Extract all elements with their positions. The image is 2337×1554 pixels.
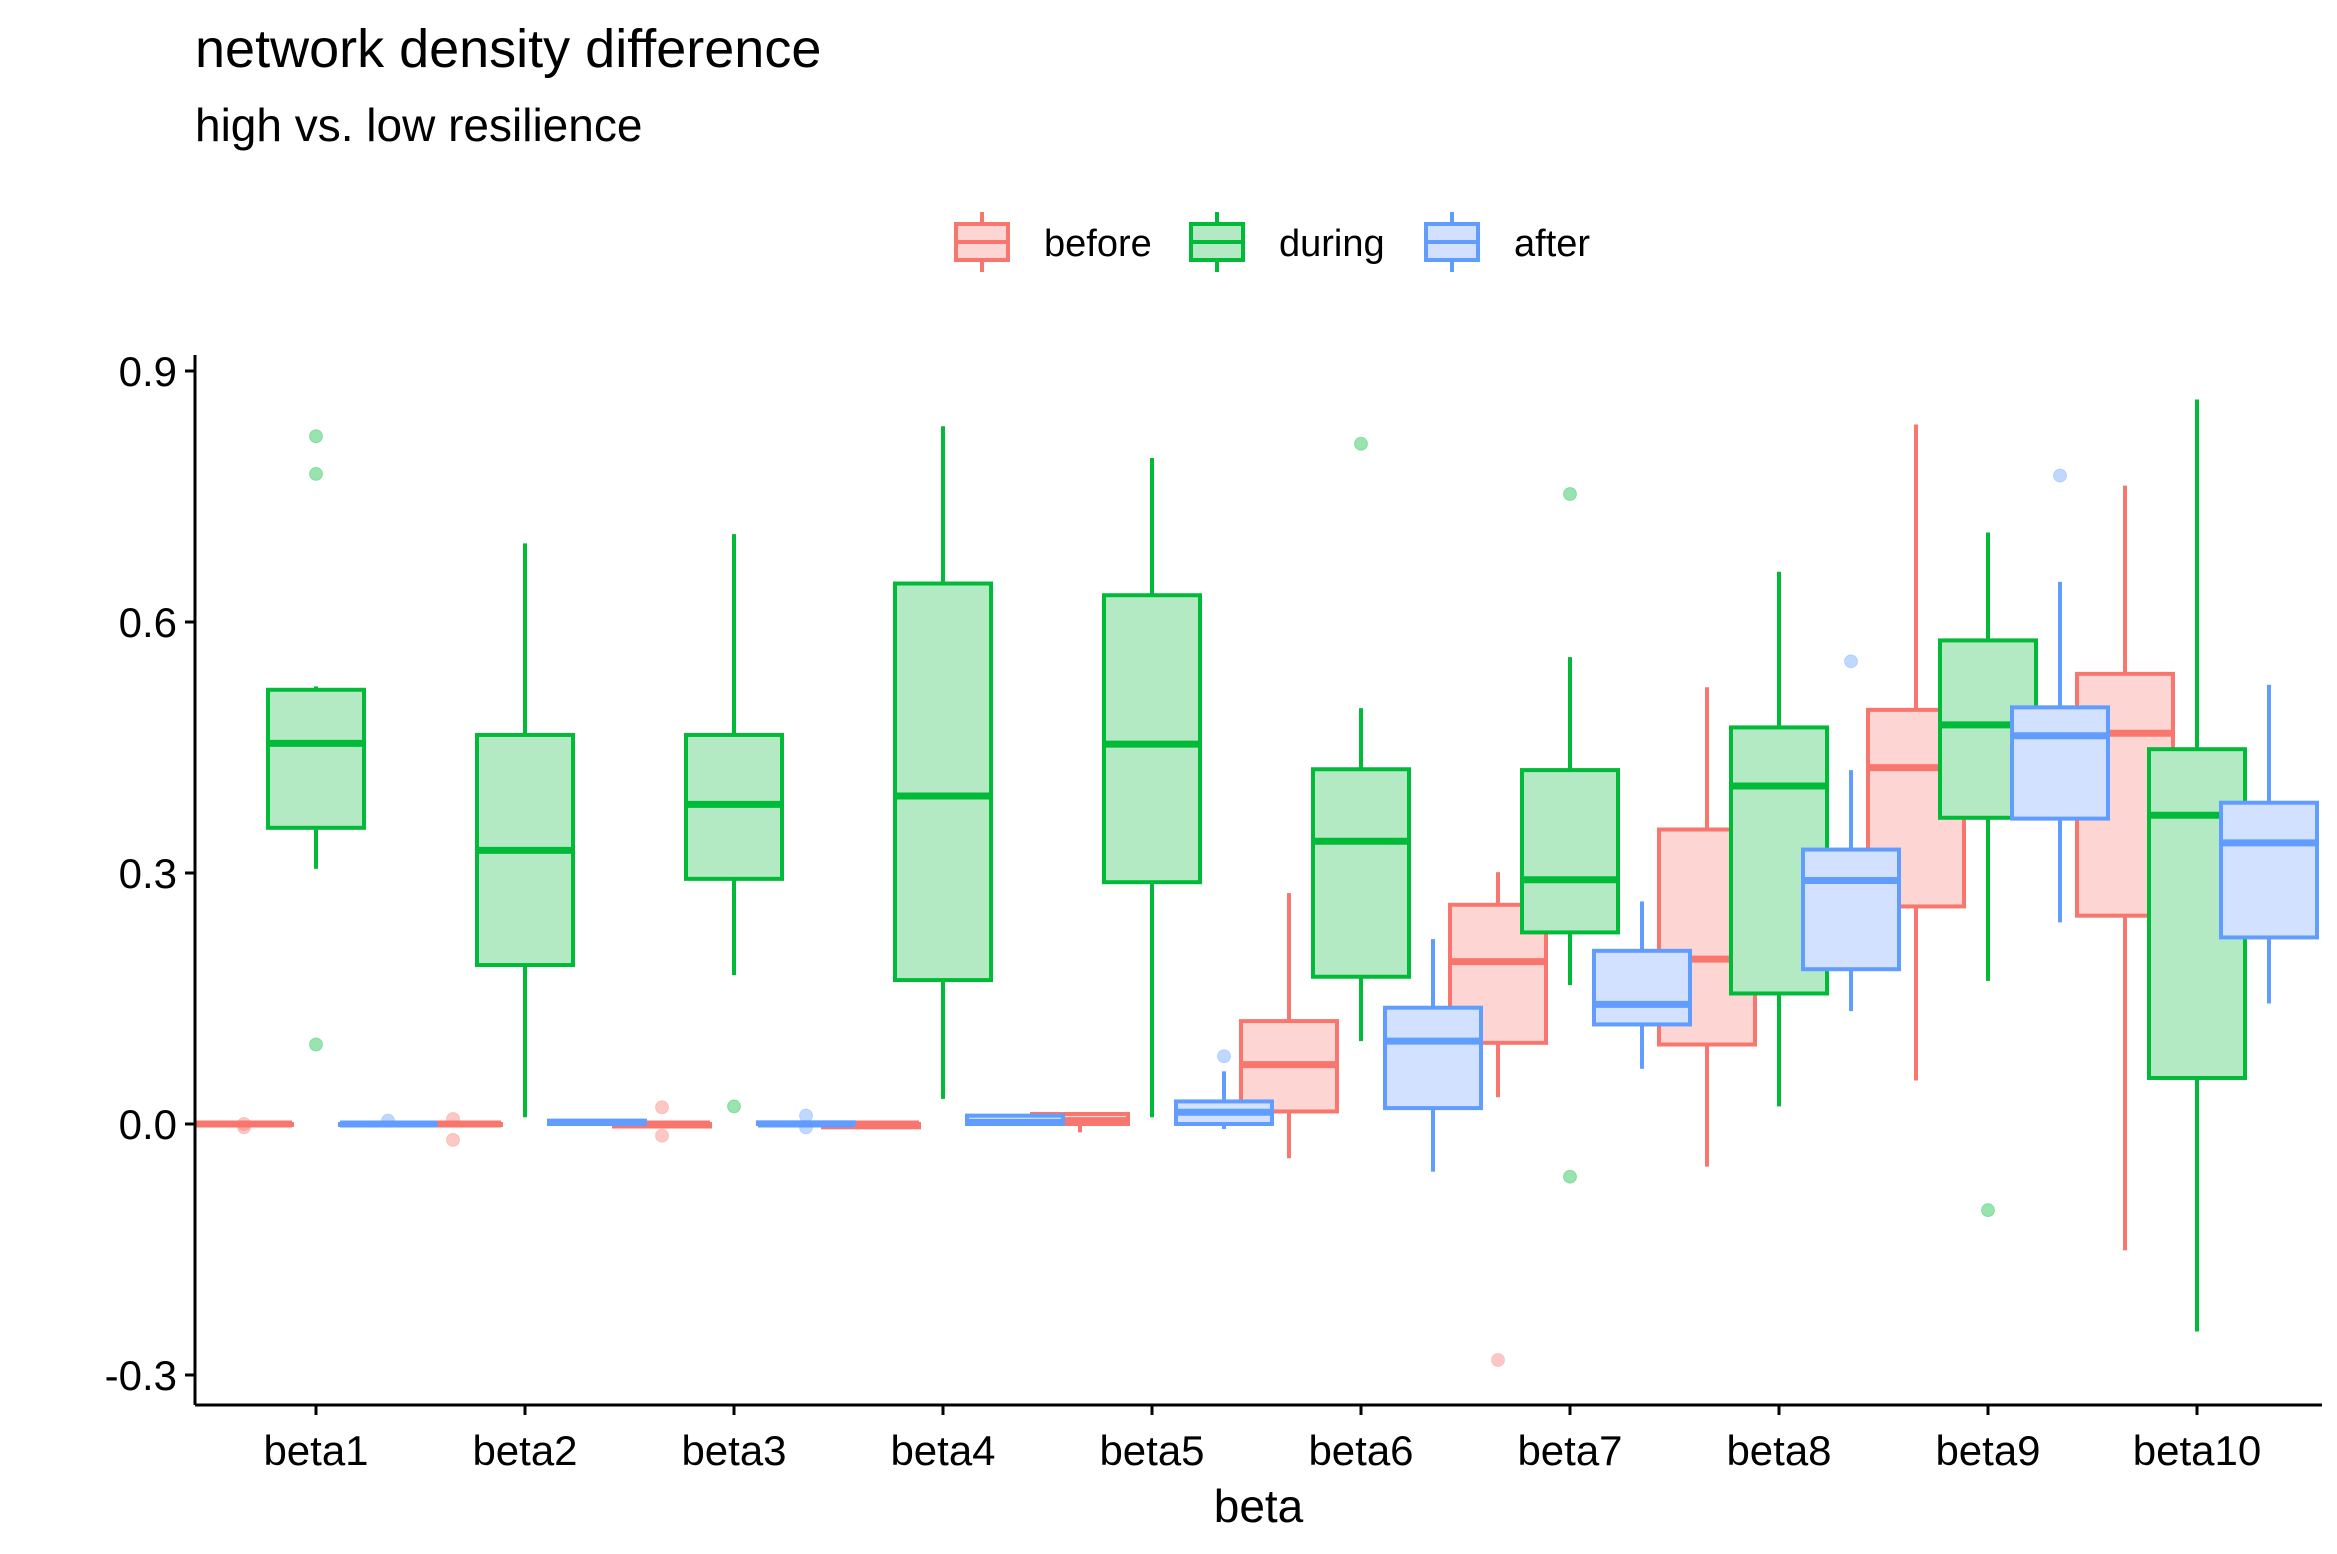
plot-area [194,399,2319,1367]
outlier-point [309,466,323,481]
box-iqr [1801,847,1901,972]
box-iqr [1311,767,1411,979]
x-tick-label: beta9 [1935,1427,2040,1474]
box-iqr [2010,705,2110,821]
outlier-point [1981,1203,1995,1218]
box-iqr [1592,948,1692,1027]
box-iqr [266,687,366,830]
box-after-beta3 [756,1108,856,1135]
y-tick-label: 0.3 [119,850,177,897]
outlier-point [1491,1352,1505,1367]
box-before-beta1 [194,1117,294,1135]
box-after-beta9 [2010,468,2110,923]
box-during-beta7 [1520,486,1620,1184]
box-after-beta6 [1383,939,1483,1172]
x-tick-label: beta8 [1726,1427,1831,1474]
legend-label: during [1279,223,1385,265]
y-tick-label: 0.0 [119,1101,177,1148]
outlier-point [1563,1169,1577,1184]
outlier-point [1563,486,1577,501]
outlier-point [655,1128,669,1143]
x-axis-title: beta [1214,1480,1304,1532]
outlier-point [2053,468,2067,483]
x-tick-label: beta6 [1308,1427,1413,1474]
box-during-beta1 [266,429,366,1052]
x-tick-label: beta4 [890,1427,995,1474]
legend: before during after [954,212,1590,272]
box-iqr [1383,1005,1483,1111]
chart-subtitle: high vs. low resilience [195,99,643,151]
outlier-point [799,1108,813,1123]
legend-item-before: before [954,212,1152,272]
outlier-point [381,1113,395,1128]
outlier-point [237,1117,251,1131]
outlier-point [1354,436,1368,451]
box-iqr [893,581,993,983]
box-before-beta3 [612,1100,712,1143]
x-tick-label: beta3 [681,1427,786,1474]
box-after-beta7 [1592,901,1692,1069]
outlier-point [1844,654,1858,669]
box-iqr [1102,593,1202,885]
outlier-point [446,1132,460,1147]
x-tick-label: beta7 [1517,1427,1622,1474]
box-during-beta5 [1102,458,1202,1118]
box-after-beta8 [1801,654,1901,1012]
y-tick-label: -0.3 [105,1352,177,1399]
box-iqr [2219,800,2319,940]
box-after-beta1 [338,1113,438,1128]
outlier-point [799,1120,813,1135]
legend-item-during: during [1189,212,1385,272]
box-iqr [1520,768,1620,935]
outlier-point [727,1099,741,1114]
outlier-point [1217,1049,1231,1064]
y-tick-label: 0.9 [119,348,177,395]
box-during-beta6 [1311,436,1411,1042]
x-tick-label: beta2 [472,1427,577,1474]
outlier-point [237,1120,251,1135]
chart-title: network density difference [195,19,822,79]
box-after-beta4 [965,1113,1065,1126]
legend-item-after: after [1424,212,1590,272]
box-before-beta7 [1448,872,1548,1367]
box-during-beta3 [684,534,784,1114]
x-tick-label: beta10 [2133,1427,2261,1474]
x-tick-label: beta5 [1099,1427,1204,1474]
box-during-beta4 [893,426,993,1099]
outlier-point [655,1100,669,1115]
box-after-beta5 [1174,1049,1274,1130]
box-after-beta2 [547,1118,647,1126]
legend-label: before [1044,223,1152,265]
outlier-point [309,429,323,444]
box-after-beta10 [2219,684,2319,1004]
box-before-beta2 [403,1111,503,1147]
y-tick-label: 0.6 [119,599,177,646]
axes: -0.3 0.0 0.3 0.6 0.9 beta1 beta2 beta3 beta4 beta… [105,348,2322,1532]
box-before-beta6 [1239,893,1339,1159]
x-tick-label: beta1 [263,1427,368,1474]
legend-label: after [1514,223,1590,265]
outlier-point [446,1111,460,1126]
box-during-beta2 [475,543,575,1118]
outlier-point [309,1037,323,1052]
